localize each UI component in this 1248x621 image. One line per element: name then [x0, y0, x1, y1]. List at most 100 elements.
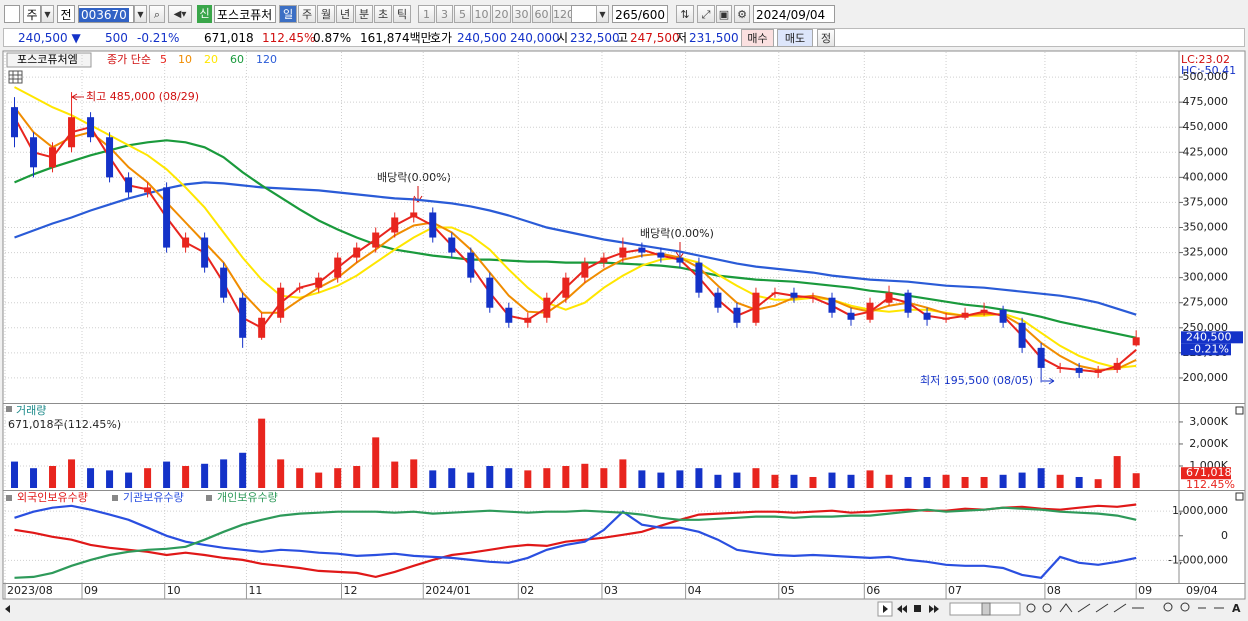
change: 500 — [105, 31, 128, 45]
line — [14, 181, 1137, 316]
zoom-handle[interactable] — [981, 602, 991, 616]
market-select[interactable]: 주 — [23, 5, 41, 23]
bar — [904, 476, 912, 488]
interval-button[interactable]: 20 — [492, 5, 511, 23]
icon[interactable] — [929, 605, 939, 613]
icon[interactable] — [1059, 603, 1073, 613]
open-label: 시 — [557, 31, 569, 45]
bar — [581, 463, 589, 488]
interval-button[interactable]: 60 — [532, 5, 551, 23]
icon[interactable]: A — [1232, 602, 1241, 615]
interval-button[interactable]: 30 — [512, 5, 531, 23]
interval-button[interactable]: 5 — [454, 5, 471, 23]
x-tick-label: 09 — [84, 584, 98, 597]
icon[interactable] — [897, 605, 907, 613]
candle-body — [714, 292, 722, 308]
bar — [30, 468, 38, 488]
annotation-arrow — [413, 186, 423, 203]
legend-label: 20 — [204, 53, 218, 66]
icon[interactable] — [1180, 602, 1190, 612]
period-button[interactable]: 틱 — [393, 5, 411, 23]
date-input[interactable]: 2024/09/04 — [753, 5, 835, 23]
correct-button[interactable]: 정 — [817, 29, 835, 47]
sell-button[interactable]: 매도 — [777, 29, 813, 47]
sound-button[interactable]: ◀▾ — [168, 5, 192, 23]
candle-body — [942, 317, 950, 320]
dropdown[interactable]: ▼ — [134, 5, 147, 23]
code-input[interactable]: 003670 — [78, 5, 134, 23]
candle-body — [638, 247, 646, 253]
bar — [714, 474, 722, 488]
last-price-box — [1181, 331, 1243, 344]
interval-button[interactable]: 3 — [436, 5, 453, 23]
icon[interactable] — [1077, 603, 1091, 613]
y-tick-label: 325,000 — [1183, 246, 1229, 259]
icon[interactable] — [914, 605, 921, 612]
candle-body — [1037, 347, 1045, 368]
mode-select[interactable]: 전 — [57, 5, 75, 23]
period-button[interactable]: 주 — [298, 5, 316, 23]
icon[interactable] — [1042, 603, 1052, 613]
volume: 671,018 — [204, 31, 254, 45]
bar — [847, 474, 855, 488]
x-end-label: 09/04 — [1186, 584, 1218, 597]
candle-body — [999, 309, 1007, 323]
icon[interactable] — [1163, 602, 1173, 612]
interval-button[interactable]: 120 — [552, 5, 574, 23]
period-button[interactable]: 분 — [355, 5, 373, 23]
search-button[interactable]: ⌕ — [149, 5, 165, 23]
bar — [980, 476, 988, 488]
period-button[interactable]: 월 — [317, 5, 335, 23]
candle-body — [619, 247, 627, 258]
x-tick-label: 2024/01 — [425, 584, 471, 597]
candle-body — [391, 217, 399, 233]
icon[interactable] — [5, 605, 10, 613]
legend-icon — [112, 495, 118, 501]
legend-label: 120 — [256, 53, 277, 66]
period-button[interactable]: 년 — [336, 5, 354, 23]
dropdown[interactable]: ▼ — [596, 5, 609, 23]
tool-button[interactable]: ⇅ — [676, 5, 694, 23]
menu-icon[interactable] — [4, 5, 20, 23]
dropdown[interactable]: ▼ — [41, 5, 54, 23]
tool-button[interactable]: ⤢ — [697, 5, 715, 23]
line — [14, 139, 1137, 339]
period-button[interactable]: 초 — [374, 5, 392, 23]
icon[interactable] — [1113, 603, 1127, 613]
x-tick-label: 10 — [167, 584, 181, 597]
bar — [315, 472, 323, 488]
bar — [277, 459, 285, 488]
settings-button[interactable]: ⚙ — [734, 5, 750, 23]
bottom-toolbar — [0, 600, 1248, 621]
line — [14, 503, 1137, 579]
y-tick-label: 200,000 — [1183, 371, 1229, 384]
bar — [1018, 472, 1026, 488]
candle-body — [429, 212, 437, 238]
candle-body — [87, 117, 95, 138]
bar — [87, 468, 95, 488]
interval-button[interactable]: 1 — [418, 5, 435, 23]
candle-body — [353, 247, 361, 258]
icon[interactable] — [1026, 603, 1036, 613]
period-button[interactable]: 일 — [279, 5, 297, 23]
bar — [106, 470, 114, 488]
panel-button[interactable] — [1235, 492, 1244, 501]
bar — [638, 470, 646, 488]
turnover: 0.87% — [313, 31, 352, 45]
buy-button[interactable]: 매수 — [741, 29, 774, 47]
icon[interactable] — [1095, 603, 1109, 613]
candle-body — [467, 252, 475, 278]
panel-button[interactable] — [1235, 406, 1244, 415]
bar — [752, 468, 760, 488]
candle-body — [885, 292, 893, 303]
x-tick-label: 02 — [520, 584, 534, 597]
last-volume-ratio: 112.45% — [1186, 478, 1235, 491]
save-button[interactable]: ▣ — [716, 5, 732, 23]
interval-button[interactable]: 10 — [472, 5, 491, 23]
legend-label: 10 — [178, 53, 192, 66]
bar — [505, 468, 513, 488]
candle-body — [733, 307, 741, 323]
candle-body — [790, 292, 798, 298]
bar — [182, 465, 190, 488]
